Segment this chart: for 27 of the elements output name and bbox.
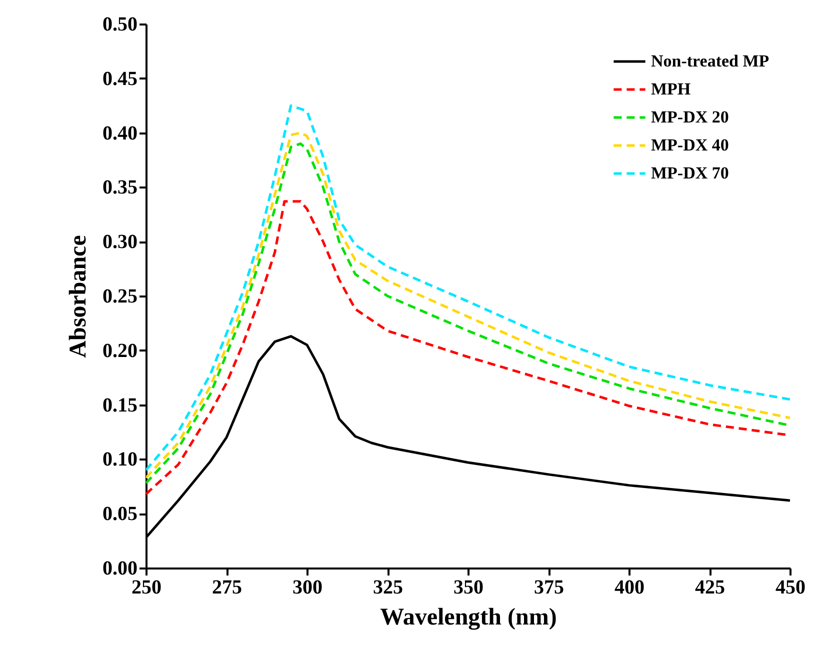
x-tick-label: 275 <box>212 576 242 598</box>
x-tick-label: 450 <box>776 576 806 598</box>
x-tick-label: 350 <box>454 576 484 598</box>
x-tick-label: 400 <box>614 576 644 598</box>
y-tick-label: 0.00 <box>102 558 138 580</box>
legend-label: MP-DX 70 <box>651 164 729 182</box>
x-tick-label: 425 <box>695 576 725 598</box>
y-tick-label: 0.35 <box>102 176 138 199</box>
y-tick-label: 0.25 <box>102 286 138 308</box>
legend-label: MPH <box>651 80 691 98</box>
x-tick-label: 300 <box>292 576 322 598</box>
y-tick-label: 0.15 <box>102 394 138 416</box>
x-axis-title: Wavelength (nm) <box>380 604 557 630</box>
y-tick-label: 0.20 <box>102 340 138 362</box>
x-tick-label: 325 <box>373 576 403 598</box>
legend-label: MP-DX 20 <box>651 108 729 126</box>
legend-label: MP-DX 40 <box>651 136 729 154</box>
y-tick-label: 0.40 <box>102 122 138 144</box>
x-tick-label: 375 <box>534 576 564 598</box>
y-tick-label: 0.30 <box>102 231 138 254</box>
y-tick-label: 0.45 <box>102 68 138 90</box>
y-tick-label: 0.05 <box>102 503 138 526</box>
y-tick-label: 0.50 <box>102 14 138 36</box>
y-tick-label: 0.10 <box>102 448 138 471</box>
y-axis-title: Absorbance <box>66 234 92 358</box>
x-tick-label: 250 <box>132 576 162 598</box>
legend-label: Non-treated MP <box>651 52 770 70</box>
